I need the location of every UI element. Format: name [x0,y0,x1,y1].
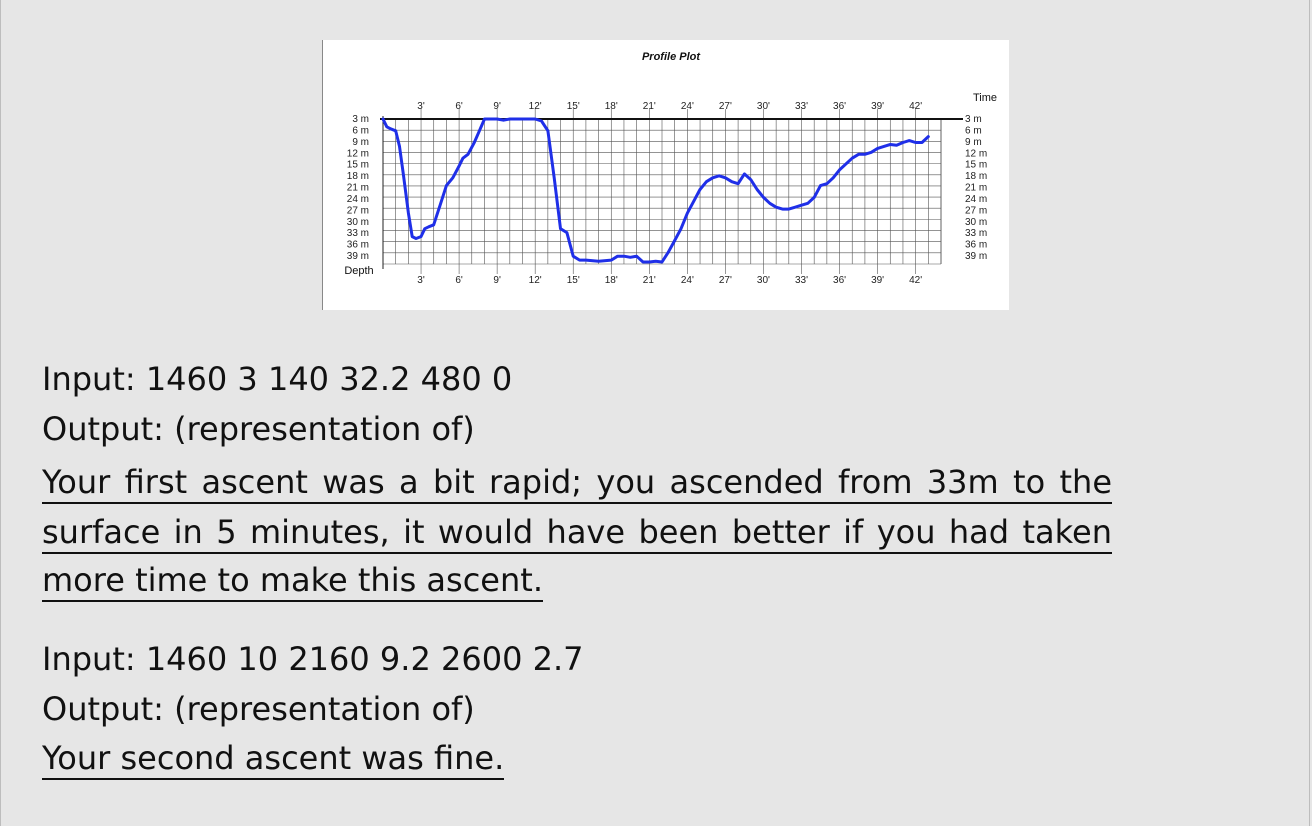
x-tick-label-top: 15' [567,101,580,112]
x-tick-label-top: 33' [795,101,808,112]
x-tick-label-bottom: 6' [455,275,463,286]
x-tick-label-bottom: 24' [681,275,694,286]
x-tick-label-bottom: 18' [605,275,618,286]
y-tick-label-left: 30 m [347,217,369,228]
y-tick-label-left: 33 m [347,228,369,239]
y-tick-label-left: 24 m [347,194,369,205]
y-tick-label-right: 9 m [965,137,982,148]
chart-grid [380,109,963,274]
y-tick-label-right: 12 m [965,148,987,159]
y-tick-label-left: 6 m [352,125,369,136]
example-1-result-line-2: surface in 5 minutes, it would have been… [42,508,1112,554]
example-1-result-line-3: more time to make this ascent. [42,556,543,602]
x-tick-label-top: 24' [681,101,694,112]
y-tick-label-right: 33 m [965,228,987,239]
x-tick-label-top: 3' [417,101,425,112]
x-tick-label-bottom: 42' [909,275,922,286]
example-1-input: Input: 1460 3 140 32.2 480 0 [42,360,513,398]
y-tick-label-left: 15 m [347,160,369,171]
y-tick-label-left: 39 m [347,251,369,262]
chart-series [381,117,930,264]
y-tick-label-right: 30 m [965,217,987,228]
y-tick-label-left: 12 m [347,148,369,159]
y-tick-label-right: 18 m [965,171,987,182]
depth-profile-line [381,117,930,264]
y-tick-label-left: 27 m [347,205,369,216]
chart-title: Profile Plot [642,51,701,63]
y-tick-label-left: 18 m [347,171,369,182]
x-tick-label-top: 9' [493,101,501,112]
example-1-output-label: Output: (representation of) [42,410,475,448]
x-tick-label-bottom: 36' [833,275,846,286]
x-axis-label: Time [973,92,997,104]
y-tick-label-left: 21 m [347,183,369,194]
x-tick-label-top: 30' [757,101,770,112]
x-tick-label-top: 12' [529,101,542,112]
x-tick-label-bottom: 15' [567,275,580,286]
example-1-result-line-1: Your first ascent was a bit rapid; you a… [42,458,1112,504]
x-tick-label-top: 39' [871,101,884,112]
y-tick-label-right: 39 m [965,251,987,262]
y-tick-label-left: 3 m [352,114,369,125]
example-2-output-label: Output: (representation of) [42,690,475,728]
x-tick-label-bottom: 27' [719,275,732,286]
profile-plot-svg: Profile Plot Time Depth 3' 3' 6' 6' 9' 9' 12' 1… [344,51,997,286]
y-tick-label-right: 24 m [965,194,987,205]
x-tick-label-top: 42' [909,101,922,112]
y-tick-label-right: 3 m [965,114,982,125]
x-tick-label-top: 18' [605,101,618,112]
y-tick-label-right: 36 m [965,240,987,251]
profile-plot-chart: Profile Plot Time Depth 3' 3' 6' 6' 9' 9' 12' 1… [322,40,1009,310]
x-tick-label-bottom: 30' [757,275,770,286]
y-tick-label-right: 27 m [965,205,987,216]
example-2-result: Your second ascent was fine. [42,734,505,780]
x-tick-label-top: 36' [833,101,846,112]
x-tick-label-bottom: 39' [871,275,884,286]
x-tick-label-bottom: 12' [529,275,542,286]
x-tick-label-bottom: 9' [493,275,501,286]
y-tick-label-right: 21 m [965,183,987,194]
y-tick-label-left: 9 m [352,137,369,148]
x-tick-label-top: 27' [719,101,732,112]
x-tick-label-bottom: 3' [417,275,425,286]
y-axis-label: Depth [344,265,373,277]
chart-ticks: 3' 3' 6' 6' 9' 9' 12' 12' 15' 15' 18' 18' 21' 21' 24' 2… [347,101,987,286]
y-tick-label-right: 6 m [965,125,982,136]
x-tick-label-top: 6' [455,101,463,112]
x-tick-label-top: 21' [643,101,656,112]
y-tick-label-right: 15 m [965,160,987,171]
example-2-input: Input: 1460 10 2160 9.2 2600 2.7 [42,640,584,678]
x-tick-label-bottom: 21' [643,275,656,286]
y-tick-label-left: 36 m [347,240,369,251]
x-tick-label-bottom: 33' [795,275,808,286]
